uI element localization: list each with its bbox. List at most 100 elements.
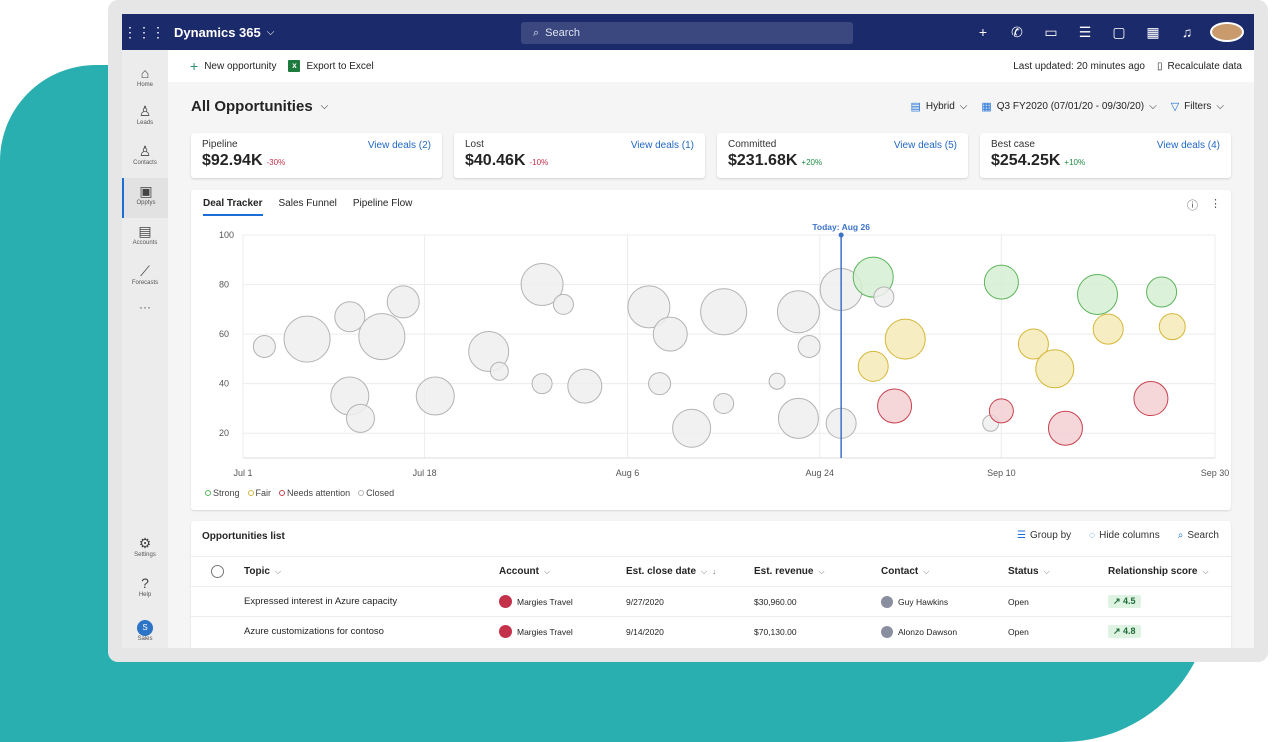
y-tick-label: 60 — [219, 329, 229, 339]
plus-icon: + — [190, 58, 199, 74]
leads-icon: ♙ — [138, 103, 152, 119]
bubble-fair — [1017, 328, 1049, 360]
cell-contact[interactable]: Guy Hawkins — [881, 595, 948, 608]
cell-contact[interactable]: Alonzo Dawson — [881, 625, 957, 638]
group-by-button[interactable]: ☰ Group by — [1017, 530, 1071, 541]
trend-up-icon: ↗ — [1113, 626, 1124, 636]
view-deals-link[interactable]: View deals (4) — [1156, 140, 1220, 151]
layout-dropdown[interactable]: ▤ Hybrid ⌵ — [910, 100, 967, 113]
rail-item-accounts[interactable]: ▤ Accounts — [122, 222, 168, 246]
cell-status: Open — [1008, 596, 1029, 607]
calendar-icon[interactable]: ▦ — [1146, 23, 1160, 40]
rail-item-help[interactable]: ? Help — [122, 574, 168, 598]
cell-account[interactable]: Margies Travel — [499, 595, 573, 608]
kpi-delta: -30% — [266, 158, 286, 167]
kpi-delta: +10% — [1064, 158, 1086, 167]
chevron-down-icon: ⌵ — [818, 566, 825, 576]
tab-sales-funnel[interactable]: Sales Funnel — [278, 198, 337, 209]
bubble-chart: 100 80 60 40 20 Jul 1 Jul 18 Aug 6 Aug 24 Sep 10 S… — [219, 222, 1230, 478]
filters-dropdown[interactable]: ▽ Filters ⌵ — [1171, 100, 1224, 113]
table-row[interactable]: Azure customizations for contoso Margies… — [191, 616, 1231, 646]
cell-topic[interactable]: Azure customizations for contoso — [244, 626, 384, 637]
tab-pipeline-flow[interactable]: Pipeline Flow — [352, 198, 413, 209]
view-deals-link[interactable]: View deals (2) — [367, 140, 431, 151]
cell-topic[interactable]: Expressed interest in Azure capacity — [244, 596, 398, 607]
chevron-down-icon: ⌵ — [266, 26, 275, 38]
column-contact[interactable]: Contact ⌵ — [881, 566, 929, 577]
more-vertical-icon[interactable]: ⋮ — [1210, 198, 1221, 210]
select-all-checkbox[interactable] — [211, 565, 224, 578]
opportunities-list-card: Opportunities list ☰ Group by ◌ Hide colum… — [191, 521, 1231, 648]
view-selector[interactable]: All Opportunities ⌵ — [191, 98, 328, 115]
rail-item-home[interactable]: ⌂ Home — [122, 64, 168, 88]
rail-item-settings[interactable]: ⚙ Settings — [122, 534, 168, 558]
x-tick-label: Sep 30 — [1201, 468, 1230, 478]
command-bar: + New opportunity x Export to Excel Last… — [168, 50, 1254, 82]
bubble-attention — [1133, 381, 1169, 417]
bubble-strong — [1077, 273, 1119, 315]
kpi-label: Best case — [991, 139, 1035, 150]
rail-item-leads[interactable]: ♙ Leads — [122, 102, 168, 126]
kpi-card-best-case: Best case View deals (4) $254.25K +10% — [980, 133, 1231, 178]
column-revenue[interactable]: Est. revenue ⌵ — [754, 566, 825, 577]
rail-item-contacts[interactable]: ♙ Contacts — [122, 142, 168, 166]
kpi-card-lost: Lost View deals (1) $40.46K -10% — [454, 133, 705, 178]
chart-tabs: Deal Tracker Sales Funnel Pipeline Flow — [203, 198, 412, 216]
filter-icon: ▽ — [1170, 101, 1180, 113]
export-excel-button[interactable]: x Export to Excel — [288, 60, 374, 72]
column-close-date[interactable]: Est. close date ⌵ ↓ — [626, 566, 716, 577]
column-relationship-score[interactable]: Relationship score ⌵ — [1108, 566, 1209, 577]
chat-icon[interactable]: ▭ — [1044, 23, 1058, 40]
rail-item-sales[interactable]: S Sales — [122, 620, 168, 642]
hide-columns-button[interactable]: ◌ Hide columns — [1089, 530, 1160, 541]
check-circle-icon — [211, 565, 224, 578]
calendar-icon: ▦ — [981, 101, 992, 113]
button-label: Recalculate data — [1167, 60, 1243, 72]
kpi-label: Pipeline — [202, 139, 238, 150]
bubble-closed — [567, 368, 603, 404]
waffle-menu-icon[interactable]: ⋮⋮⋮ — [123, 23, 165, 40]
notes-icon[interactable]: ▢ — [1112, 23, 1126, 40]
bubble-closed — [672, 408, 712, 448]
legend-dot — [279, 490, 286, 496]
rail-item-opptys[interactable]: ▣ Opptys — [122, 178, 168, 218]
phone-icon[interactable]: ✆ — [1011, 23, 1023, 40]
global-search-input[interactable]: ⌕ Search — [521, 22, 853, 44]
command-bar-right: Last updated: 20 minutes ago ▯ Recalcula… — [1013, 50, 1242, 82]
excel-icon: x — [288, 60, 301, 72]
view-deals-link[interactable]: View deals (5) — [893, 140, 957, 151]
cell-status: Open — [1008, 626, 1029, 637]
chevron-down-icon: ⌵ — [320, 101, 329, 112]
contact-avatar — [881, 625, 893, 638]
button-label: Search — [1187, 530, 1219, 541]
cell-account[interactable]: Margies Travel — [499, 625, 573, 638]
user-avatar[interactable] — [1210, 22, 1244, 42]
column-topic[interactable]: Topic ⌵ — [244, 566, 281, 577]
x-tick-label: Aug 24 — [806, 468, 835, 478]
info-icon[interactable]: ⓘ — [1187, 200, 1198, 212]
rail-item-forecasts[interactable]: ⟋ Forecasts — [122, 262, 168, 286]
tab-deal-tracker[interactable]: Deal Tracker — [203, 198, 263, 216]
bell-icon[interactable]: ♫ — [1181, 24, 1193, 40]
recalculate-button[interactable]: ▯ Recalculate data — [1157, 61, 1242, 72]
today-label: Today: Aug 26 — [812, 222, 870, 232]
rail-label: Opptys — [136, 200, 156, 206]
column-account[interactable]: Account ⌵ — [499, 566, 550, 577]
list-search-button[interactable]: ⌕ Search — [1178, 530, 1219, 541]
layout-label: Hybrid — [925, 101, 955, 112]
chevron-down-icon: ⌵ — [274, 566, 282, 576]
account-icon — [499, 595, 512, 608]
y-tick-label: 80 — [219, 280, 229, 290]
table-row[interactable]: Expressed interest in Azure capacity Mar… — [191, 586, 1231, 616]
column-status[interactable]: Status ⌵ — [1008, 566, 1050, 577]
new-opportunity-button[interactable]: + New opportunity — [190, 58, 276, 74]
plus-icon[interactable]: + — [978, 24, 988, 40]
period-dropdown[interactable]: ▦ Q3 FY2020 (07/01/20 - 09/30/20) ⌵ — [981, 100, 1156, 113]
app-switcher[interactable]: Dynamics 365 ⌵ — [174, 25, 274, 40]
view-deals-link[interactable]: View deals (1) — [630, 140, 694, 151]
rail-more-icon[interactable]: ··· — [139, 300, 151, 314]
bubble-closed — [873, 286, 895, 308]
tasks-icon[interactable]: ☰ — [1078, 23, 1092, 40]
cell-close-date: 9/27/2020 — [626, 596, 664, 607]
last-updated-text: Last updated: 20 minutes ago — [1013, 60, 1145, 72]
